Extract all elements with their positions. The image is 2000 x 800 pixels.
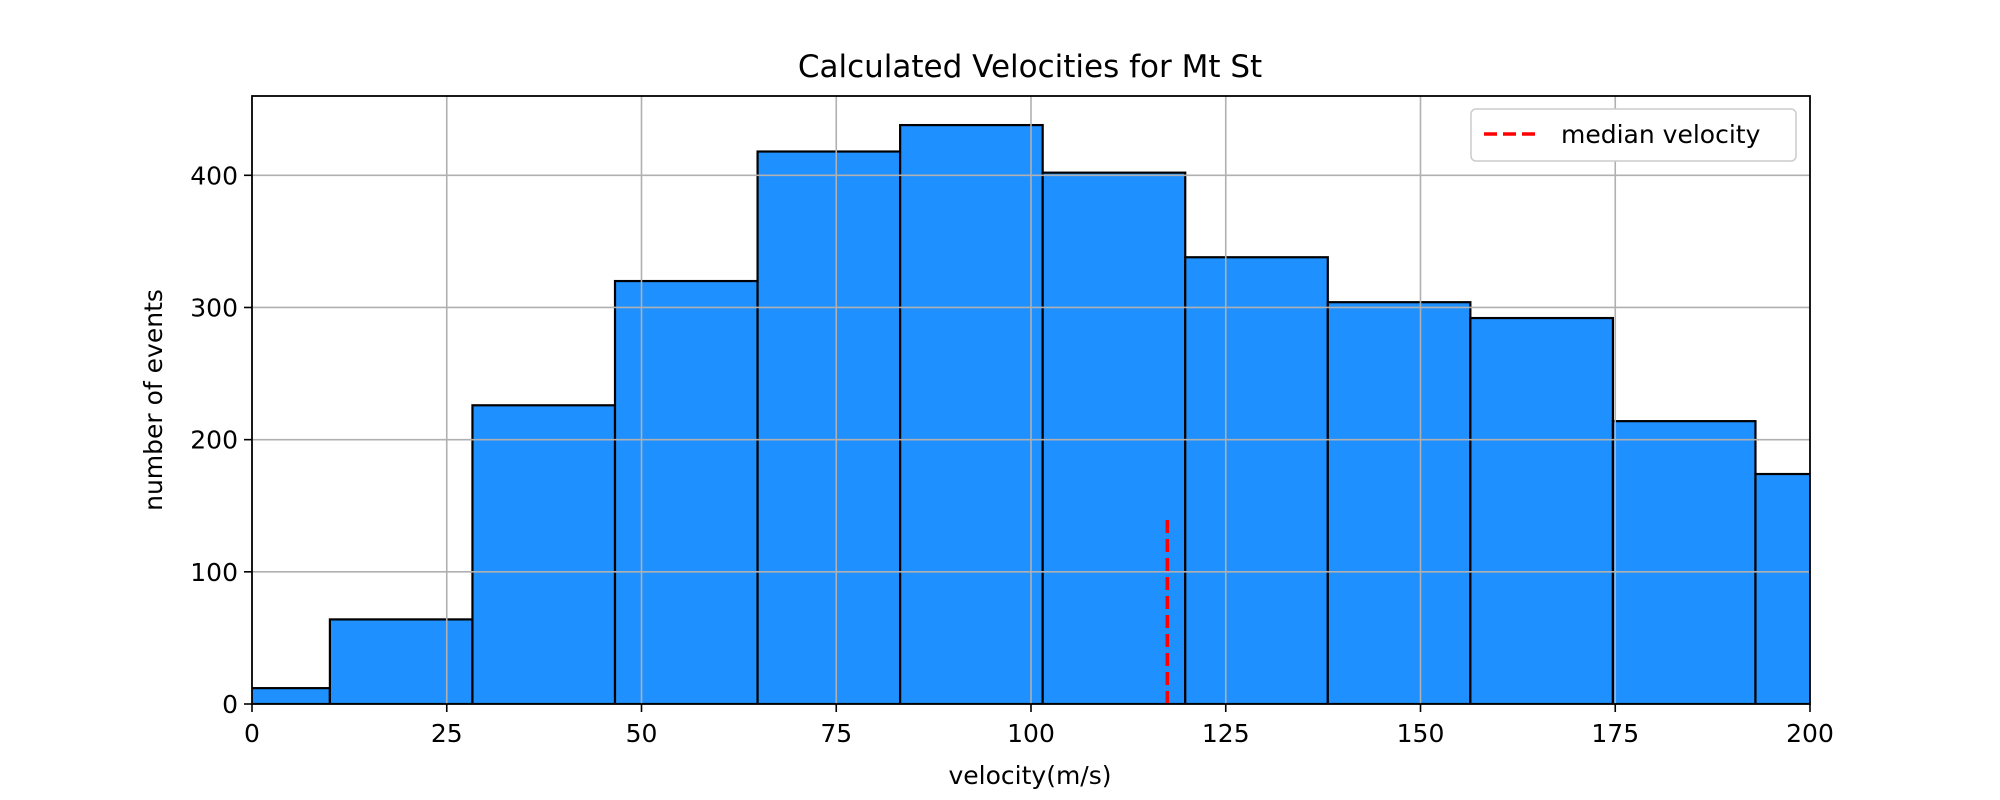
y-tick-label: 300: [190, 293, 238, 322]
y-axis-label: number of events: [139, 289, 168, 511]
y-tick-label: 100: [190, 558, 238, 587]
x-axis-ticks: 0 25 50 75 100 125 150 175 200: [244, 704, 1834, 748]
y-tick-label: 0: [222, 690, 238, 719]
bars-layer: [252, 123, 1810, 704]
y-axis-ticks: 0 100 200 300 400: [190, 161, 252, 719]
x-tick-label: 75: [820, 719, 852, 748]
histogram-bar: [1184, 256, 1329, 704]
histogram-bar: [471, 404, 617, 704]
histogram-bar: [1754, 472, 1810, 704]
x-tick-label: 50: [626, 719, 658, 748]
legend-box: [1470, 108, 1797, 162]
x-tick-label: 200: [1786, 719, 1834, 748]
histogram-bar: [1469, 316, 1615, 704]
histogram-bar: [756, 150, 902, 704]
x-tick-label: 0: [244, 719, 260, 748]
legend-median-label: median velocity: [1561, 120, 1761, 149]
x-axis-label: velocity(m/s): [948, 761, 1111, 790]
y-tick-label: 400: [190, 161, 238, 190]
grid-layer: [252, 96, 1810, 704]
x-tick-label: 25: [431, 719, 463, 748]
x-tick-label: 100: [1007, 719, 1055, 748]
chart-title: Calculated Velocities for Mt St: [798, 49, 1262, 85]
histogram-bar: [899, 123, 1044, 704]
histogram-bar: [1041, 171, 1187, 704]
histogram-bar: [328, 618, 474, 704]
histogram-bar: [252, 687, 332, 704]
y-tick-label: 200: [190, 426, 238, 455]
legend: median velocity: [1470, 108, 1797, 162]
histogram-bar: [1611, 420, 1757, 704]
x-tick-label: 175: [1591, 719, 1639, 748]
histogram-bar: [613, 279, 759, 704]
x-tick-label: 125: [1202, 719, 1250, 748]
x-tick-label: 150: [1397, 719, 1445, 748]
histogram-bar: [1326, 301, 1472, 704]
